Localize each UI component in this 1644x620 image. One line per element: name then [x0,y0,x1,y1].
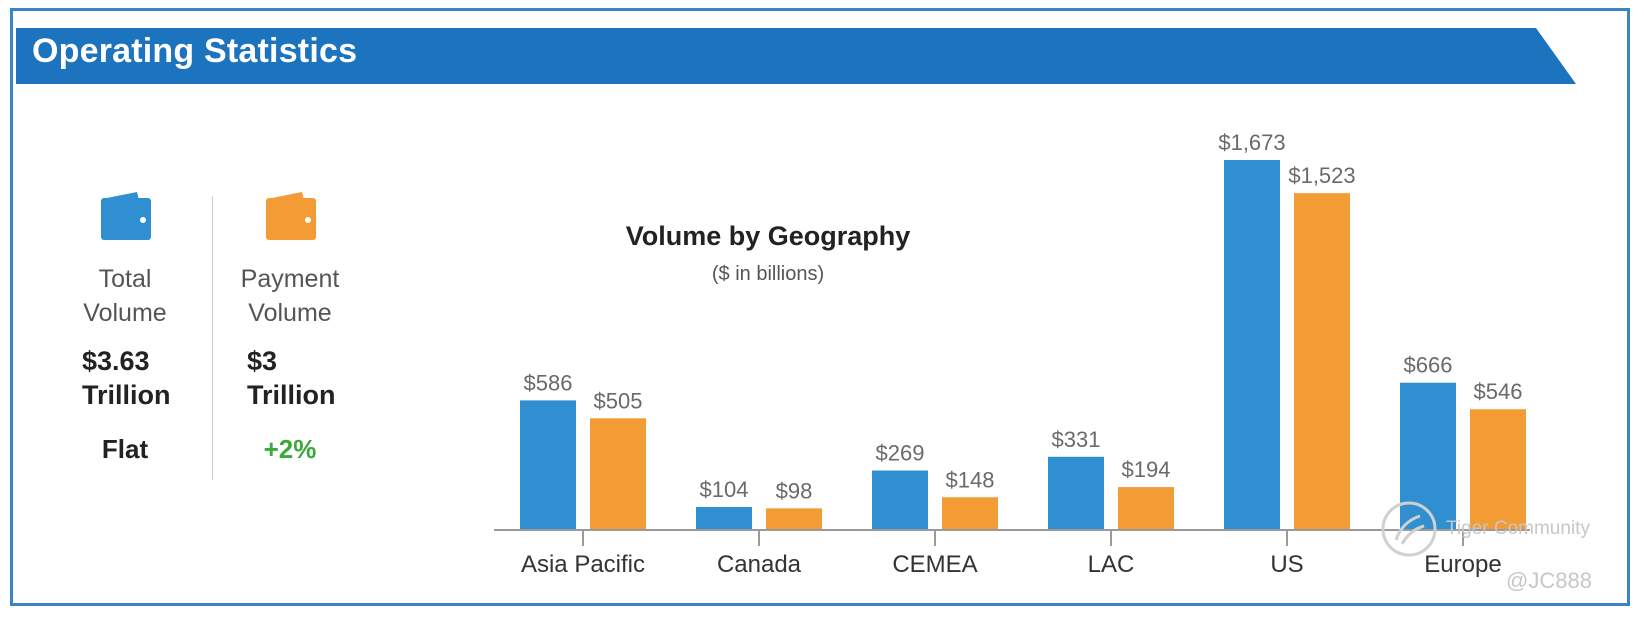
bar-asia-pacific-total [520,400,576,530]
data-label: $1,523 [1288,163,1355,188]
data-label: $666 [1404,353,1453,378]
bar-lac-payment [1118,487,1174,530]
stat-value: $3.63 Trillion [82,346,171,410]
bar-us-payment [1294,193,1350,530]
data-label: $1,673 [1218,130,1285,155]
watermark-handle: @JC888 [1506,568,1592,593]
stat-label: Total Volume [83,265,167,327]
data-label: $331 [1052,427,1101,452]
data-label: $194 [1122,457,1171,482]
stat-value: $3 Trillion [247,346,336,410]
data-label: $104 [700,477,749,502]
x-tick-label: Asia Pacific [521,551,645,578]
chart-subtitle: ($ in billions) [712,263,824,285]
bar-canada-payment [766,508,822,530]
wallet-icon [266,192,316,240]
bar-canada-total [696,506,752,530]
page-title: Operating Statistics [32,32,358,70]
bar-cemea-payment [942,497,998,530]
stat-payment-volume: Payment Volume $3 Trillion +2% [215,190,365,466]
data-label: $586 [524,370,573,395]
bars-group: $586 $505 Asia Pacific $104 $98 Canada $269 $14… [520,130,1526,578]
bar-cemea-total [872,470,928,530]
watermark-text: Tiger Community [1446,518,1590,539]
card-frame [10,8,1630,606]
stat-total-volume: Total Volume $3.63 Trillion Flat [50,190,200,466]
stat-divider [212,196,213,480]
x-tick-label: CEMEA [892,551,977,578]
data-label: $269 [876,441,925,466]
stat-change: +2% [263,434,317,464]
wallet-icon [101,192,151,240]
data-label: $148 [946,467,995,492]
chart-title: Volume by Geography [626,221,911,251]
data-label: $505 [594,388,643,413]
bar-lac-total [1048,456,1104,530]
bar-us-total [1224,160,1280,530]
data-label: $546 [1474,379,1523,404]
x-tick-label: Europe [1424,551,1501,578]
x-tick-label: LAC [1088,551,1135,578]
x-tick-label: US [1270,551,1303,578]
x-tick-label: Canada [717,551,802,578]
stat-change: Flat [101,434,149,464]
tiger-logo-icon [1381,501,1437,557]
bar-asia-pacific-payment [590,418,646,530]
bar-europe-total [1400,382,1456,530]
header-banner [16,28,1576,84]
data-label: $98 [776,478,813,503]
bar-europe-payment [1470,409,1526,530]
stat-label: Payment Volume [240,265,340,327]
